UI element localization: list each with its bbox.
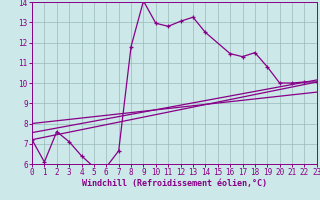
X-axis label: Windchill (Refroidissement éolien,°C): Windchill (Refroidissement éolien,°C) bbox=[82, 179, 267, 188]
